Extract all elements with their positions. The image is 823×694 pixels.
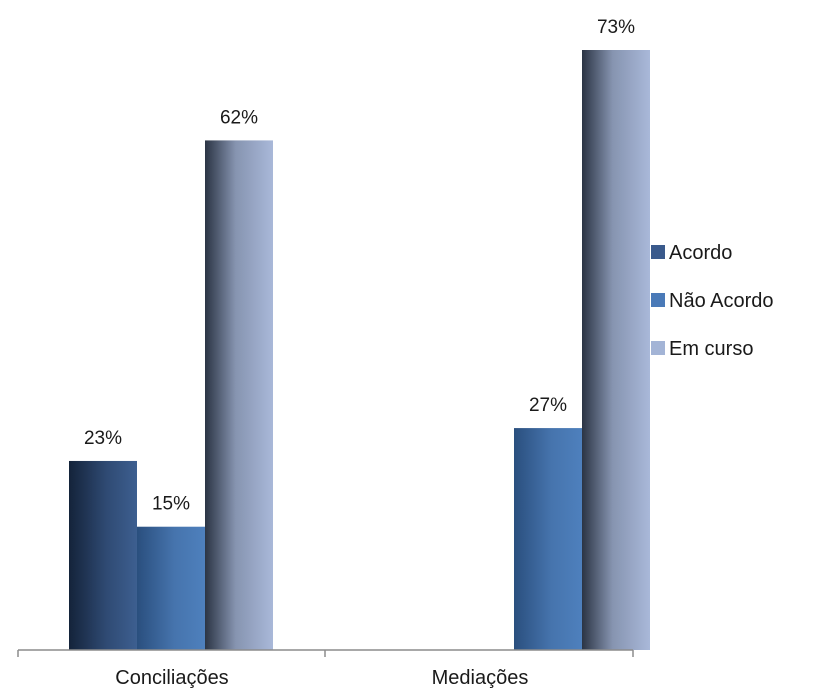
data-label: 15%	[152, 494, 190, 515]
bar-em-curso-0	[205, 140, 273, 651]
legend-swatch	[651, 245, 665, 259]
x-axis	[17, 649, 634, 657]
data-label: 27%	[529, 395, 567, 416]
bar-acordo-0	[69, 460, 137, 650]
data-label: 23%	[84, 428, 122, 449]
legend-swatch	[651, 293, 665, 307]
category-labels: Conciliações Mediações	[115, 667, 528, 689]
data-labels-layer: 23% 15% 62% 27% 73%	[84, 17, 635, 515]
legend: Acordo Não Acordo Em curso	[651, 242, 774, 360]
legend-label: Acordo	[669, 242, 732, 264]
bars-layer	[69, 50, 650, 651]
bar-em-curso-1	[582, 50, 650, 650]
bar-n-o-acordo-0	[137, 526, 205, 650]
category-label: Conciliações	[115, 667, 228, 689]
data-label: 73%	[597, 17, 635, 38]
bar-n-o-acordo-1	[514, 428, 582, 650]
legend-label: Em curso	[669, 338, 753, 360]
legend-swatch	[651, 341, 665, 355]
data-label: 62%	[220, 107, 258, 128]
legend-label: Não Acordo	[669, 290, 774, 312]
category-label: Mediações	[432, 667, 529, 689]
